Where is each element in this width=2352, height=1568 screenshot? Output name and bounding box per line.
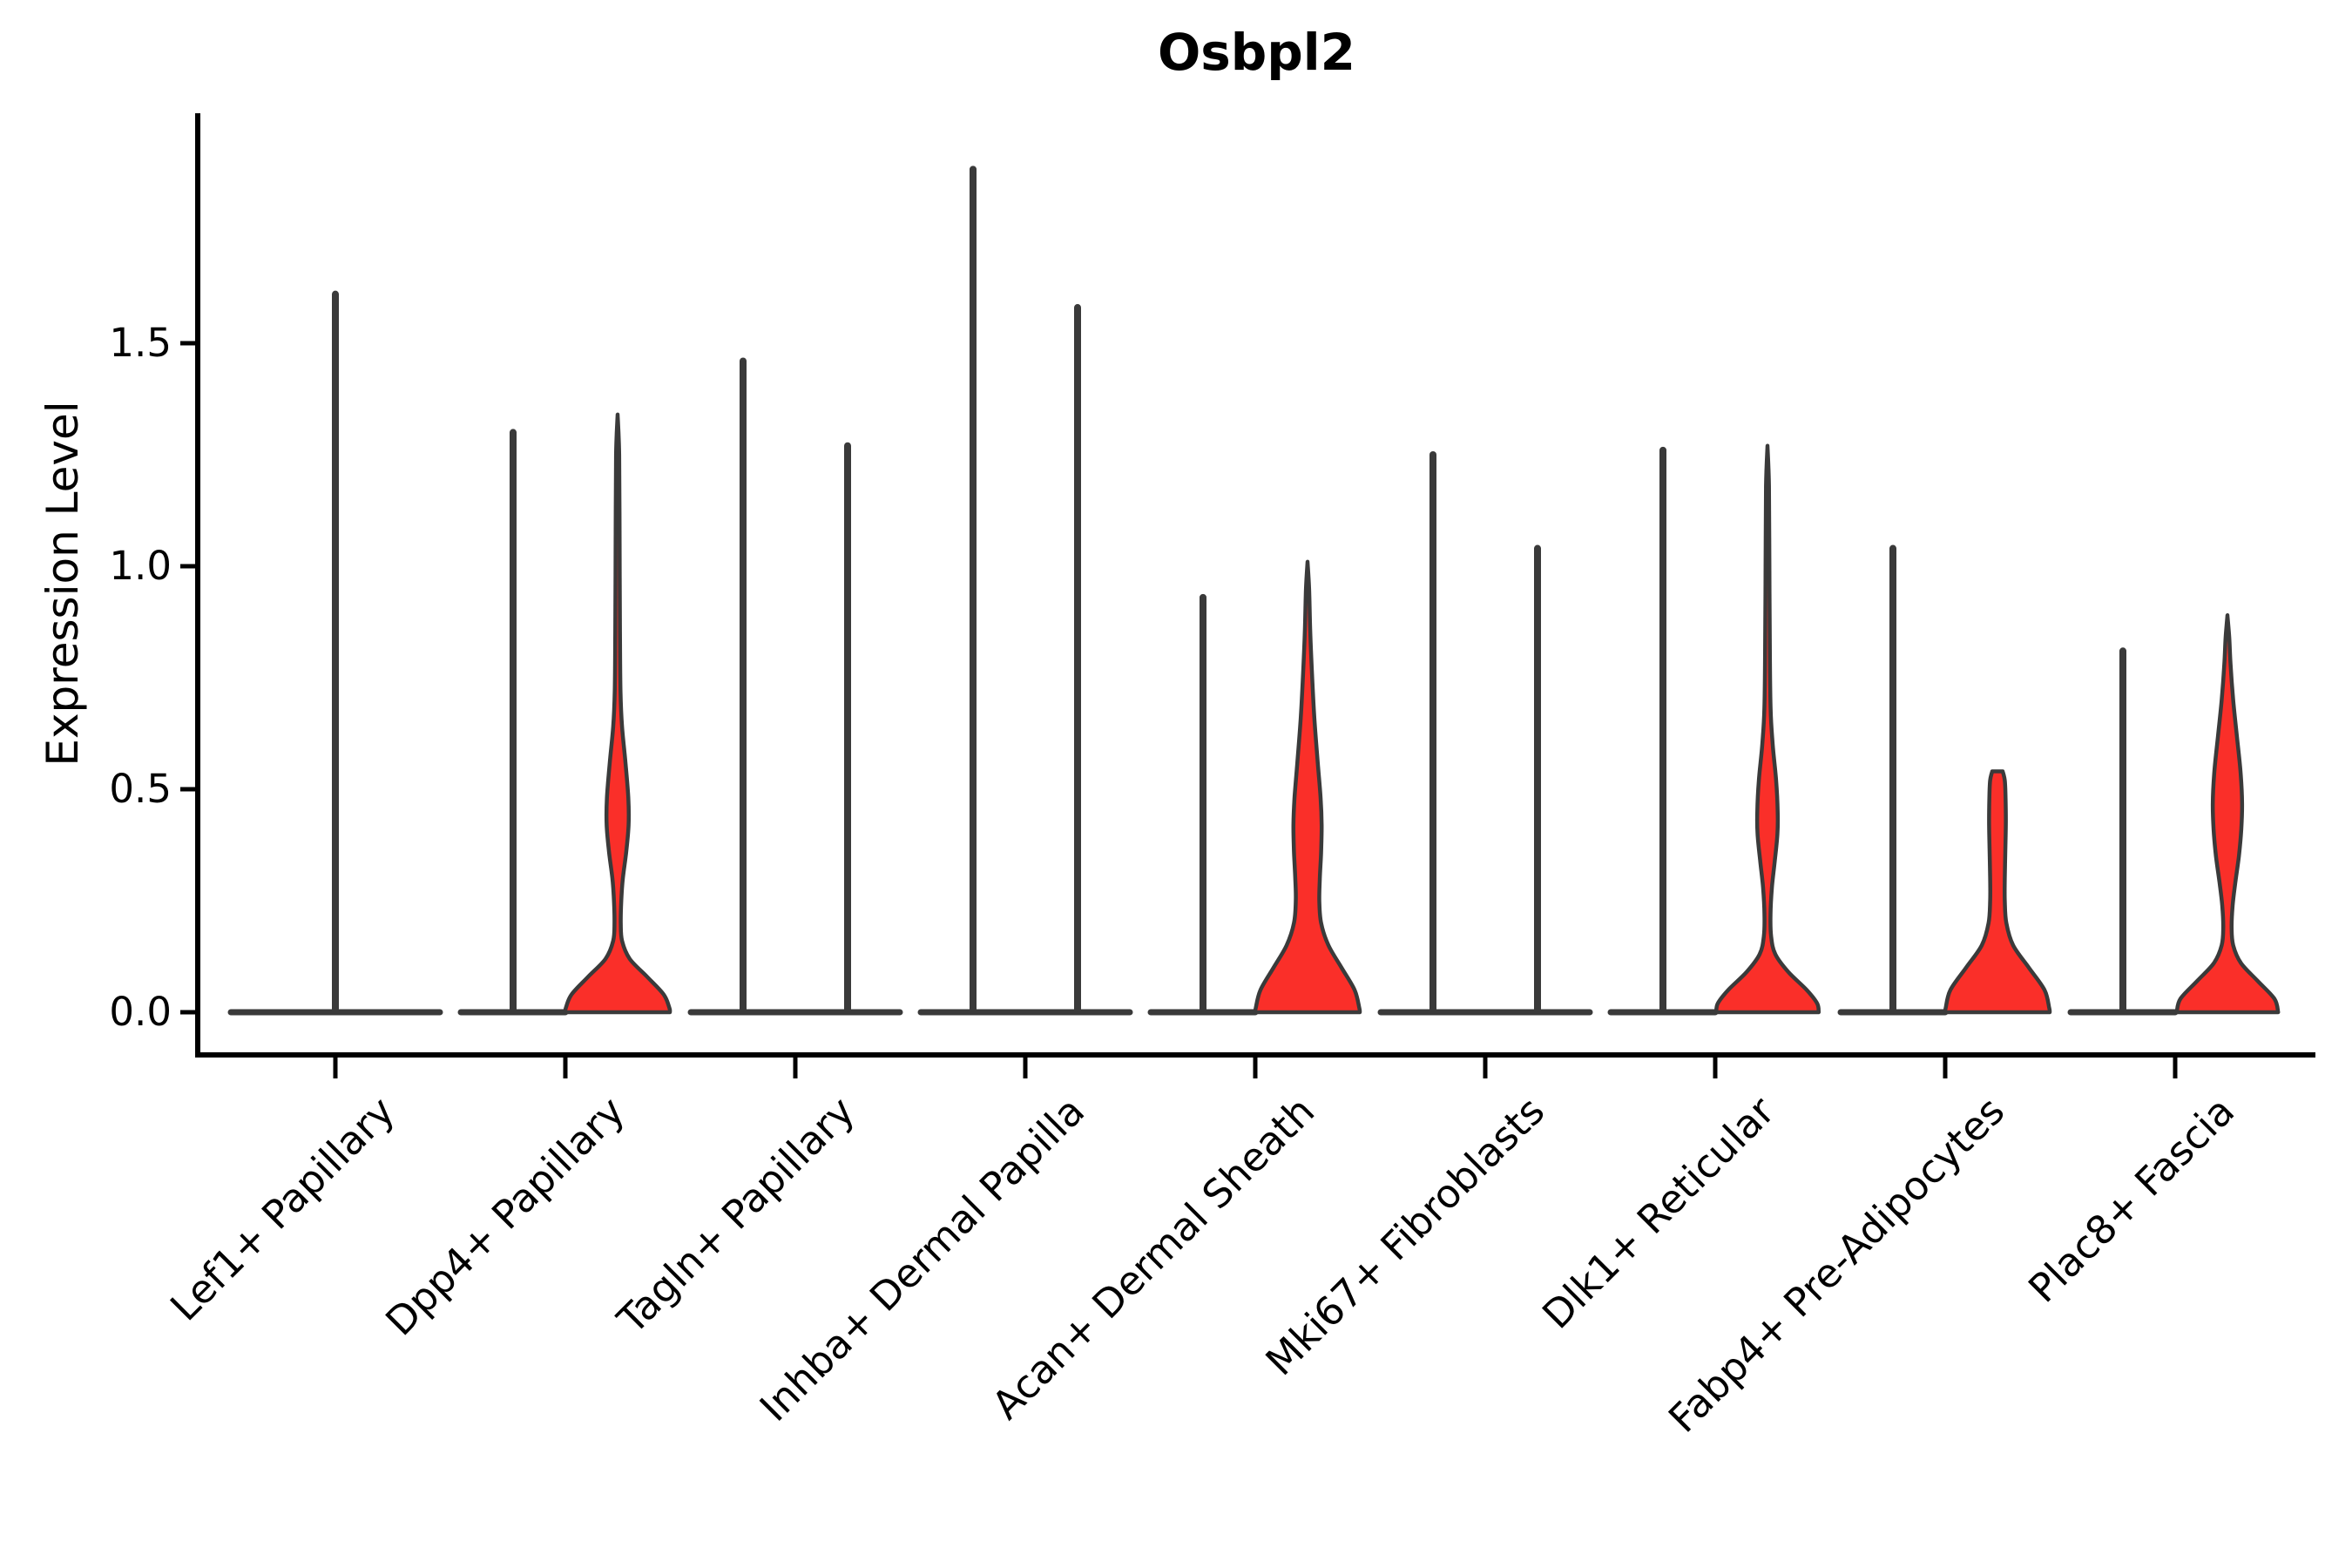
y-tick-label: 0.5 [109, 766, 172, 812]
violin-density [1943, 769, 2052, 1015]
chart-title: Osbpl2 [1157, 23, 1356, 82]
y-tick-label: 1.5 [109, 320, 172, 366]
violin-density [563, 412, 672, 1015]
violin-density [2174, 613, 2281, 1015]
violin-density [1253, 559, 1362, 1015]
y-tick-label: 0.0 [109, 989, 172, 1035]
violin-density [1713, 443, 1821, 1015]
y-tick-label: 1.0 [109, 543, 172, 589]
